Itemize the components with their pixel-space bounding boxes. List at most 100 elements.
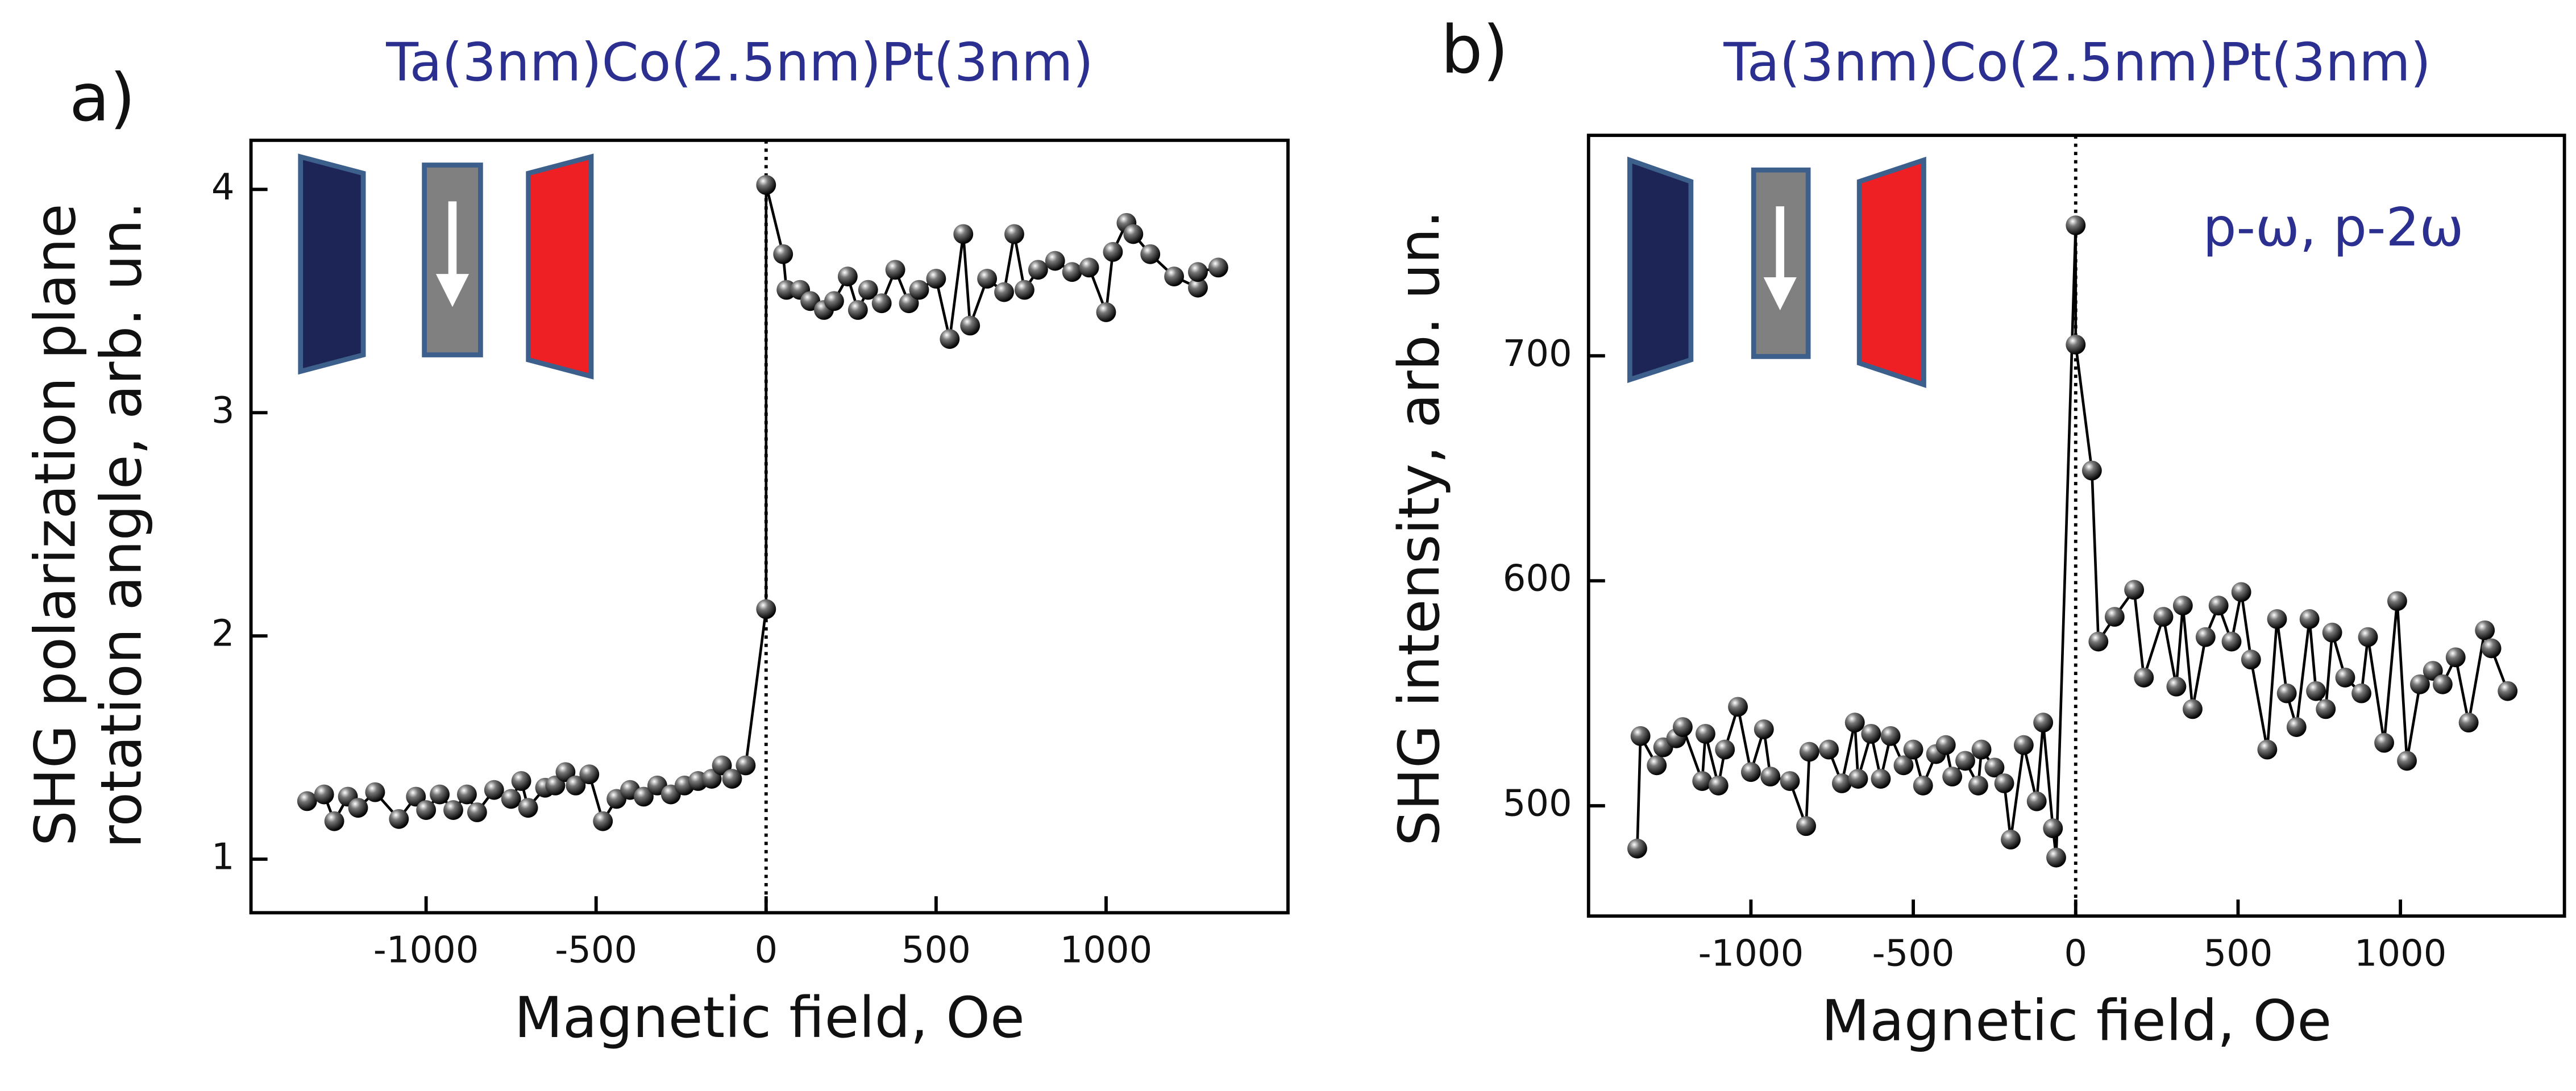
data-point (1913, 776, 1933, 796)
data-point (1903, 739, 1923, 760)
data-point (2134, 667, 2154, 688)
data-point (2124, 580, 2145, 600)
data-point (2358, 627, 2378, 647)
data-point (467, 802, 487, 822)
x-tick-label: -1000 (1698, 932, 1804, 975)
y-axis-label: SHG polarization plane (23, 203, 88, 846)
data-point (365, 782, 385, 802)
data-point (2335, 667, 2355, 688)
data-point (2316, 699, 2336, 719)
data-point (430, 784, 450, 805)
panel-label: b) (1441, 12, 1509, 89)
data-point (484, 780, 504, 800)
data-point (2475, 620, 2495, 640)
x-tick-label: 1000 (1060, 930, 1153, 972)
data-point (909, 280, 929, 300)
data-point (701, 769, 722, 789)
data-point (2066, 334, 2086, 355)
data-point (1740, 762, 1761, 782)
panel-label: a) (69, 60, 136, 136)
data-point (2088, 631, 2109, 652)
data-point (2409, 674, 2430, 694)
y-tick-label: 700 (1503, 333, 1572, 375)
data-point (511, 771, 531, 791)
data-point (837, 266, 858, 286)
data-point (2231, 582, 2251, 602)
data-point (2241, 649, 2261, 670)
data-point (953, 224, 974, 244)
plot-frame (1586, 134, 2566, 918)
data-point (2195, 627, 2216, 647)
data-point (634, 786, 654, 807)
data-point (1079, 257, 1099, 278)
data-point (579, 764, 600, 785)
data-point (2001, 830, 2021, 850)
data-point (1096, 302, 1116, 322)
data-point (545, 775, 566, 796)
data-point (1188, 277, 1208, 298)
data-point (756, 175, 776, 195)
data-point (2013, 735, 2034, 755)
data-point (960, 315, 980, 336)
data-point (1754, 719, 1774, 739)
y-tick-label: 1 (211, 836, 235, 878)
data-point (501, 789, 521, 809)
data-point (2172, 596, 2193, 616)
data-point (555, 762, 576, 782)
data-point (1971, 739, 1992, 760)
data-point (847, 300, 868, 320)
data-point (2166, 676, 2187, 697)
data-point (899, 293, 919, 314)
data-point (2183, 699, 2203, 719)
data-point (2445, 647, 2466, 668)
data-point (712, 755, 732, 776)
y-tick-label: 3 (211, 390, 235, 432)
data-point (885, 260, 905, 280)
y-axis-label: SHG intensity, arb. un. (1387, 210, 1452, 846)
data-point (1831, 773, 1852, 793)
data-point (756, 599, 776, 619)
data-point (1062, 262, 1082, 282)
data-point (2208, 596, 2229, 616)
data-point (1014, 280, 1034, 300)
data-point (2481, 638, 2502, 659)
data-point (1848, 769, 1868, 789)
data-point (1045, 251, 1065, 271)
data-point (1647, 755, 1667, 776)
data-point (1672, 717, 1693, 737)
data-point (1692, 771, 1713, 791)
data-point (2043, 818, 2063, 839)
data-point (2374, 732, 2394, 753)
x-tick-label: 500 (901, 930, 971, 972)
data-point (1728, 697, 1748, 717)
data-point (1004, 224, 1024, 244)
data-point (406, 786, 426, 807)
data-point (2387, 591, 2407, 611)
data-point (722, 769, 742, 789)
y-tick-label: 4 (211, 166, 235, 209)
data-point (2351, 683, 2371, 703)
annotation: p-ω, p-2ω (2203, 197, 2463, 258)
data-point (1695, 723, 1715, 744)
x-tick-label: -500 (555, 930, 637, 972)
data-point (2498, 681, 2518, 701)
data-point (1935, 735, 1956, 755)
data-point (1630, 726, 1651, 746)
data-point (2267, 609, 2287, 629)
data-point (1627, 838, 1647, 859)
data-point (2458, 713, 2479, 733)
data-point (1028, 260, 1048, 280)
data-point (1796, 816, 1816, 836)
data-point (443, 800, 463, 820)
data-point (1819, 739, 1839, 760)
data-point (1760, 767, 1781, 787)
y-axis-label: rotation angle, arb. un. (89, 201, 155, 848)
data-point (1799, 742, 1819, 762)
inset-b (1627, 156, 1926, 388)
x-tick-label: -1000 (373, 930, 479, 972)
data-point (1968, 776, 1988, 796)
data-point (2066, 215, 2086, 235)
data-point (926, 269, 946, 289)
data-point (1984, 757, 2005, 778)
